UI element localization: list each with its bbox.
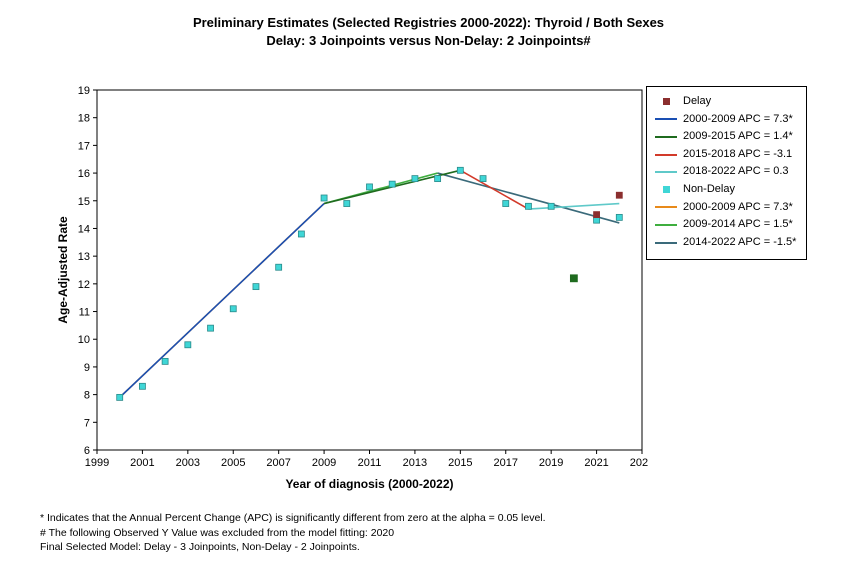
svg-text:13: 13 [78,251,90,263]
svg-text:1999: 1999 [85,457,109,469]
legend-line-swatch [655,166,677,178]
legend-item: 2009-2014 APC = 1.5* [655,216,796,234]
svg-text:11: 11 [79,307,90,319]
y-axis: 6 7 8 9 10 11 12 13 14 15 16 17 18 19 [78,85,97,457]
svg-text:10: 10 [78,334,90,346]
footnote-line: Final Selected Model: Delay - 3 Joinpoin… [40,540,546,555]
legend-label: 2018-2022 APC = 0.3 [683,163,789,181]
legend-line-swatch [655,113,677,125]
legend-square-swatch [655,96,677,108]
legend-item: 2014-2022 APC = -1.5* [655,234,796,252]
legend-item: 2000-2009 APC = 7.3* [655,111,796,129]
legend-label: 2014-2022 APC = -1.5* [683,234,796,252]
svg-text:2007: 2007 [266,457,290,469]
footnote-line: * Indicates that the Annual Percent Chan… [40,511,546,526]
footnotes: * Indicates that the Annual Percent Chan… [40,511,546,555]
svg-text:15: 15 [78,196,90,208]
nondelay-fit-lines [120,173,620,397]
legend-label: 2009-2014 APC = 1.5* [683,216,793,234]
x-axis: 1999 2001 2003 2005 2007 2009 2011 2013 2015 2017… [85,450,648,469]
legend-line-swatch [655,219,677,231]
svg-text:14: 14 [78,223,90,235]
legend-line-swatch [655,131,677,143]
y-axis-label: Age-Adjusted Rate [56,216,70,324]
svg-text:2001: 2001 [130,457,154,469]
svg-text:2011: 2011 [358,457,382,469]
chart-title: Preliminary Estimates (Selected Registri… [0,14,857,49]
legend-line-swatch [655,149,677,161]
svg-text:2003: 2003 [176,457,200,469]
legend-item: Non-Delay [655,181,796,199]
legend-item: Delay [655,93,796,111]
title-line-1: Preliminary Estimates (Selected Registri… [193,15,664,30]
legend: Delay2000-2009 APC = 7.3*2009-2015 APC =… [646,86,807,260]
svg-text:9: 9 [84,362,90,374]
footnote-line: # The following Observed Y Value was exc… [40,526,546,541]
svg-text:2023: 2023 [630,457,648,469]
plot-frame [97,90,642,450]
svg-text:2009: 2009 [312,457,336,469]
legend-item: 2015-2018 APC = -3.1 [655,146,796,164]
svg-text:17: 17 [78,140,90,152]
legend-item: 2009-2015 APC = 1.4* [655,128,796,146]
x-axis-label: Year of diagnosis (2000-2022) [285,477,453,491]
title-line-2: Delay: 3 Joinpoints versus Non-Delay: 2 … [266,33,590,48]
delay-fit-lines [120,170,620,397]
chart-svg: 6 7 8 9 10 11 12 13 14 15 16 17 18 19 1999 2001 2003 2005… [55,84,648,498]
svg-text:12: 12 [78,279,90,291]
svg-text:2005: 2005 [221,457,245,469]
legend-line-swatch [655,201,677,213]
svg-text:8: 8 [84,390,90,402]
svg-text:2013: 2013 [403,457,427,469]
legend-line-swatch [655,237,677,249]
legend-label: 2009-2015 APC = 1.4* [683,128,793,146]
chart-area: 6 7 8 9 10 11 12 13 14 15 16 17 18 19 1999 2001 2003 2005… [55,84,648,503]
legend-label: Non-Delay [683,181,735,199]
svg-text:6: 6 [84,445,90,457]
legend-label: 2000-2009 APC = 7.3* [683,199,793,217]
svg-text:2015: 2015 [448,457,472,469]
svg-text:2019: 2019 [539,457,563,469]
svg-text:19: 19 [78,85,90,97]
legend-item: 2018-2022 APC = 0.3 [655,163,796,181]
excluded-point [570,275,577,282]
svg-text:2017: 2017 [494,457,518,469]
legend-item: 2000-2009 APC = 7.3* [655,199,796,217]
legend-label: 2015-2018 APC = -3.1 [683,146,792,164]
legend-label: 2000-2009 APC = 7.3* [683,111,793,129]
svg-text:16: 16 [78,168,90,180]
legend-label: Delay [683,93,711,111]
legend-square-swatch [655,184,677,196]
svg-text:2021: 2021 [584,457,608,469]
svg-text:18: 18 [78,113,90,125]
svg-text:7: 7 [84,417,90,429]
